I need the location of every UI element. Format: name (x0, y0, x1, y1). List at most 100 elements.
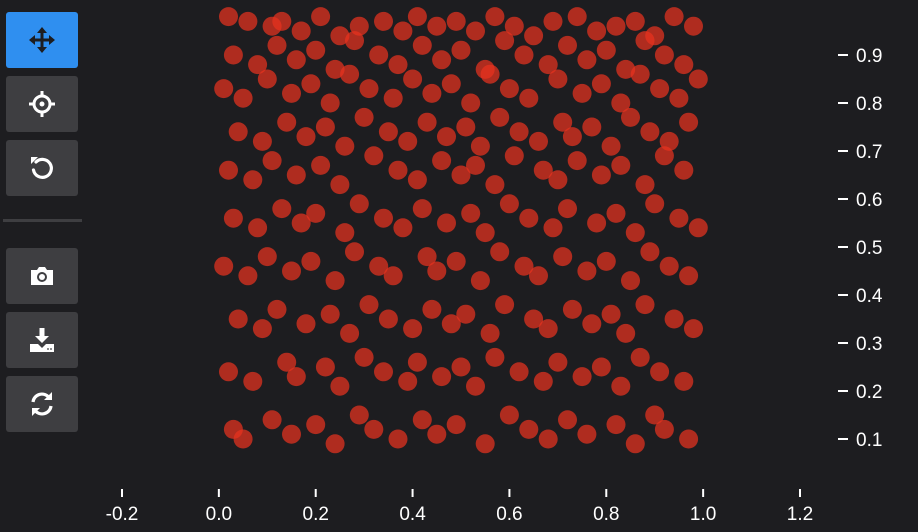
scatter-point (669, 208, 689, 228)
x-axis: -0.2 0.0 0.2 0.4 0.6 0.8 1.0 1.2 (106, 489, 813, 525)
scatter-point (349, 16, 369, 36)
scatter-point (403, 319, 423, 339)
scatter-point (359, 79, 379, 99)
scatter-point (243, 170, 263, 190)
scatter-point (364, 146, 384, 166)
scatter-point (548, 170, 568, 190)
scatter-point (349, 405, 369, 425)
scatter-point (282, 83, 301, 103)
x-tick-label: 1.2 (787, 504, 813, 525)
scatter-point (470, 271, 490, 291)
scatter-point (340, 323, 360, 343)
scatter-point (533, 160, 553, 180)
scatter-point (286, 367, 306, 387)
scatter-point (514, 256, 534, 276)
scatter-point (417, 247, 437, 267)
pan-tool-button[interactable] (6, 12, 78, 68)
scatter-point (252, 319, 272, 339)
scatter-point (529, 131, 548, 151)
scatter-point (412, 410, 432, 430)
scatter-point (529, 266, 548, 286)
scatter-point (674, 55, 694, 75)
scatter-point (422, 299, 442, 319)
target-tool-button[interactable] (6, 76, 78, 132)
scatter-point (490, 242, 510, 262)
scatter-point (616, 59, 636, 79)
scatter-point (635, 295, 655, 315)
scatter-point (543, 11, 563, 31)
scatter-point (558, 35, 577, 55)
scatter-point (311, 155, 331, 175)
scatter-point (349, 194, 369, 214)
scatter-point (543, 218, 563, 238)
scatter-point (393, 218, 413, 238)
y-tick-label: 0.7 (856, 142, 882, 163)
scatter-point (340, 64, 360, 84)
y-tick-label: 0.3 (856, 334, 882, 355)
scatter-point (291, 21, 311, 41)
scatter-point (325, 59, 345, 79)
scatter-point (223, 208, 243, 228)
scatter-point (470, 136, 490, 156)
scatter-point (553, 112, 573, 132)
scatter-point (495, 295, 515, 315)
scatter-point (654, 146, 674, 166)
scatter-point (427, 261, 447, 281)
scatter-point (461, 203, 481, 223)
x-tick-label: 0.6 (496, 504, 522, 525)
scatter-point (485, 347, 505, 367)
snapshot-tool-button[interactable] (6, 248, 78, 304)
scatter-point (538, 319, 558, 339)
scatter-point (417, 112, 437, 132)
scatter-point (490, 107, 510, 127)
scatter-point (688, 218, 708, 238)
scatter-point (499, 405, 519, 425)
scatter-point (664, 7, 684, 27)
scatter-point (335, 223, 355, 243)
x-tick-label: 0.2 (303, 504, 329, 525)
scatter-point (621, 271, 640, 291)
scatter-point (388, 55, 408, 75)
scatter-point (446, 251, 466, 271)
scatter-point (509, 362, 529, 382)
scatter-point (495, 31, 515, 51)
scatter-point (466, 155, 485, 175)
refresh-tool-button[interactable] (6, 376, 78, 432)
scatter-point (306, 203, 326, 223)
scatter-point (625, 223, 645, 243)
y-tick-label: 0.2 (856, 382, 882, 403)
scatter-point (412, 199, 432, 219)
scatter-point (282, 261, 301, 281)
scatter-point (650, 79, 670, 99)
scatter-point (659, 256, 679, 276)
scatter-point (538, 55, 558, 75)
scatter-point (369, 256, 389, 276)
scatter-point (664, 309, 684, 329)
scatter-point (606, 16, 626, 36)
scatter-point (499, 79, 519, 99)
download-tool-button[interactable] (6, 312, 78, 368)
scatter-point (374, 208, 393, 228)
scatter-point (635, 31, 655, 51)
scatter-point (277, 352, 297, 372)
scatter-point (577, 261, 597, 281)
scatter-point (466, 21, 485, 41)
scatter-point (446, 415, 466, 435)
scatter-point (393, 21, 413, 41)
scatter-point (325, 434, 345, 454)
scatter-point (219, 160, 238, 180)
scatter-point (630, 64, 650, 84)
scatter-point (645, 405, 665, 425)
scatter-point (688, 69, 708, 89)
scatter-point (359, 295, 379, 315)
scatter-point (524, 309, 544, 329)
reset-tool-button[interactable] (6, 140, 78, 196)
scatter-point (437, 213, 456, 233)
scatter-point (553, 247, 573, 267)
scatter-point (282, 424, 301, 444)
scatter-point (466, 376, 485, 396)
scatter-point (407, 7, 427, 27)
scatter-point (591, 165, 611, 185)
scatter-point (243, 371, 263, 391)
scatter-point (504, 146, 524, 166)
